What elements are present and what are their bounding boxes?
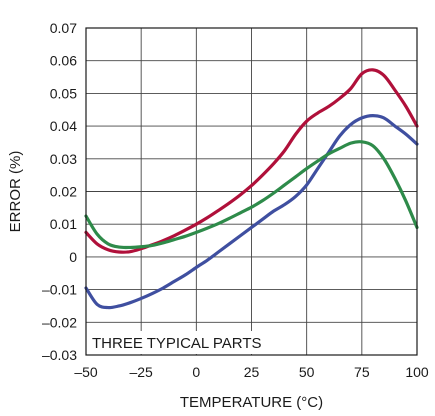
y-tick-label: 0.01 [50,216,77,232]
x-axis-ticks: –50 –25 0 25 50 75 100 [74,364,429,380]
x-tick-label: 75 [354,364,370,380]
y-tick-label: –0.02 [42,314,77,330]
series-line-1 [84,68,419,254]
y-tick-label: –0.03 [42,347,77,363]
annotation-background [87,331,269,354]
plot-frame [85,27,418,356]
y-tick-label: 0 [69,249,77,265]
y-tick-label: 0.04 [50,118,77,134]
y-tick-label: –0.01 [42,282,77,298]
x-tick-label: 100 [405,364,429,380]
x-tick-label: 0 [192,364,200,380]
y-tick-label: 0.05 [50,85,77,101]
series-line-2 [84,114,419,310]
x-tick-label: –50 [74,364,98,380]
y-tick-label: 0.03 [50,151,77,167]
y-tick-label: 0.07 [50,20,77,36]
x-tick-label: –25 [129,364,153,380]
series-line-3 [84,140,419,250]
y-tick-label: 0.02 [50,184,77,200]
x-tick-label: 50 [299,364,315,380]
y-axis-ticks: –0.03 –0.02 –0.01 0 0.01 0.02 0.03 0.04 0.05 0.06… [42,20,77,363]
grid [86,28,417,355]
x-tick-label: 25 [244,364,260,380]
y-axis-title: ERROR (%) [7,151,24,233]
annotation-label: THREE TYPICAL PARTS [92,335,262,352]
series-group [84,68,419,310]
y-tick-label: 0.06 [50,53,77,69]
x-axis-title: TEMPERATURE (°C) [180,394,323,411]
